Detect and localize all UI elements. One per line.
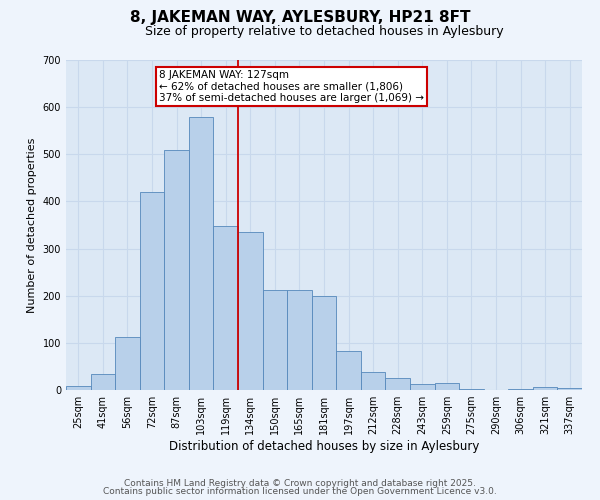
Bar	[336, 352, 361, 390]
Bar	[66, 386, 91, 390]
Bar	[238, 232, 263, 390]
Bar	[115, 336, 140, 390]
Text: 8, JAKEMAN WAY, AYLESBURY, HP21 8FT: 8, JAKEMAN WAY, AYLESBURY, HP21 8FT	[130, 10, 470, 25]
Bar	[385, 378, 410, 390]
Bar	[361, 372, 385, 390]
Bar	[140, 192, 164, 390]
Bar	[410, 384, 434, 390]
Bar	[214, 226, 238, 390]
Bar	[508, 389, 533, 390]
Bar	[557, 388, 582, 390]
Bar	[91, 374, 115, 390]
Bar	[434, 383, 459, 390]
Text: Contains HM Land Registry data © Crown copyright and database right 2025.: Contains HM Land Registry data © Crown c…	[124, 478, 476, 488]
Bar	[533, 386, 557, 390]
Bar	[189, 116, 214, 390]
Bar	[164, 150, 189, 390]
Bar	[287, 290, 312, 390]
Y-axis label: Number of detached properties: Number of detached properties	[27, 138, 37, 312]
Bar	[263, 290, 287, 390]
Text: 8 JAKEMAN WAY: 127sqm
← 62% of detached houses are smaller (1,806)
37% of semi-d: 8 JAKEMAN WAY: 127sqm ← 62% of detached …	[159, 70, 424, 103]
Bar	[312, 296, 336, 390]
Text: Contains public sector information licensed under the Open Government Licence v3: Contains public sector information licen…	[103, 487, 497, 496]
Title: Size of property relative to detached houses in Aylesbury: Size of property relative to detached ho…	[145, 25, 503, 38]
Bar	[459, 388, 484, 390]
X-axis label: Distribution of detached houses by size in Aylesbury: Distribution of detached houses by size …	[169, 440, 479, 453]
